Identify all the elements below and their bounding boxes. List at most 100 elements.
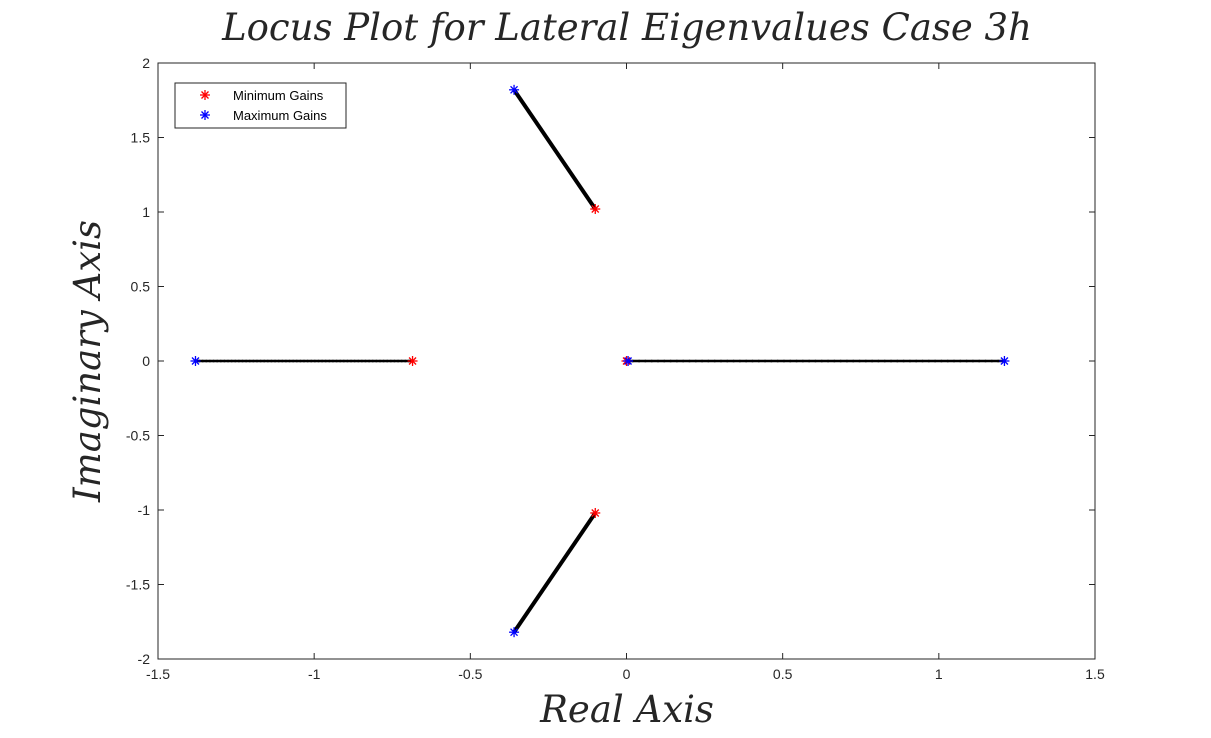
locus-point-1-22 (763, 359, 767, 363)
y-tick-label-1: -1.5 (126, 577, 150, 593)
locus-point-0-38 (273, 359, 277, 363)
max-gain-marker-2 (509, 84, 520, 95)
locus-point-0-39 (270, 359, 273, 363)
locus-point-1-38 (864, 359, 868, 363)
x-tick-label-5: 1 (935, 666, 943, 682)
locus-point-0-2 (404, 359, 407, 363)
locus-point-0-37 (277, 359, 280, 363)
locus-point-0-18 (346, 359, 349, 363)
legend-marker-min (200, 90, 210, 100)
legend-marker-max (200, 110, 210, 120)
locus-point-0-22 (331, 359, 335, 363)
locus-point-0-29 (306, 359, 309, 363)
locus-point-1-4 (650, 359, 653, 363)
locus-point-1-46 (914, 359, 918, 363)
locus-point-0-54 (215, 359, 219, 363)
locus-point-1-33 (833, 359, 836, 363)
locus-point-1-29 (807, 359, 811, 363)
locus-point-0-7 (385, 359, 389, 363)
locus-point-0-21 (335, 359, 338, 363)
locus-point-0-50 (230, 359, 233, 363)
locus-point-0-44 (252, 359, 255, 363)
locus-point-0-48 (237, 359, 241, 363)
locus-point-1-50 (940, 359, 943, 363)
locus-point-1-34 (839, 359, 842, 363)
locus-point-1-58 (990, 359, 994, 363)
locus-point-1-17 (732, 359, 735, 363)
legend-entry-max: Maximum Gains (233, 108, 327, 123)
locus-point-1-24 (776, 359, 779, 363)
x-tick-label-6: 1.5 (1085, 666, 1105, 682)
y-tick-label-7: 1.5 (131, 130, 151, 146)
legend-entry-min: Minimum Gains (233, 88, 324, 103)
locus-point-0-46 (244, 359, 248, 363)
locus-branch-2 (512, 88, 597, 211)
locus-point-1-5 (656, 359, 660, 363)
locus-point-0-35 (284, 359, 288, 363)
locus-point-1-14 (713, 359, 716, 363)
max-gain-marker-0 (190, 356, 201, 366)
x-tick-label-1: -1 (308, 666, 321, 682)
y-tick-label-3: -0.5 (126, 428, 150, 444)
min-gain-marker-0 (407, 356, 418, 366)
locus-point-1-40 (877, 359, 880, 363)
min-gain-marker-2 (590, 204, 601, 215)
locus-point-0-43 (255, 359, 259, 363)
locus-point-1-11 (694, 359, 698, 363)
locus-point-0-32 (295, 359, 299, 363)
locus-point-0-31 (299, 359, 302, 363)
gain-markers (190, 84, 1010, 638)
locus-point-0-47 (241, 359, 244, 363)
y-axis-label: Imaginary Axis (66, 220, 109, 503)
x-tick-label-0: -1.5 (146, 666, 170, 682)
locus-point-0-25 (320, 359, 324, 363)
locus-point-0-49 (233, 359, 237, 363)
locus-point-1-20 (751, 359, 754, 363)
max-gain-marker-1 (999, 356, 1010, 366)
axis-ticks: -1.5 -1 -0.5 0 0.5 1 1.5-2-1.5-1-0.500.511.52 (126, 55, 1105, 682)
locus-point-1-32 (826, 359, 830, 363)
locus-point-0-40 (266, 359, 270, 363)
locus-point-1-54 (965, 359, 968, 363)
locus-point-1-28 (801, 359, 805, 363)
locus-point-0-11 (371, 359, 375, 363)
locus-point-0-45 (248, 359, 252, 363)
locus-point-1-2 (637, 359, 641, 363)
locus-point-1-25 (782, 359, 786, 363)
locus-point-1-51 (946, 359, 950, 363)
locus-point-0-30 (302, 359, 306, 363)
locus-point-1-10 (688, 359, 691, 363)
locus-point-1-9 (681, 359, 685, 363)
locus-point-1-45 (908, 359, 912, 363)
locus-point-1-39 (870, 359, 874, 363)
locus-point-1-21 (757, 359, 761, 363)
locus-point-0-58 (201, 359, 205, 363)
locus-point-0-15 (356, 359, 360, 363)
locus-point-0-36 (281, 359, 284, 363)
locus-point-0-51 (226, 359, 230, 363)
y-tick-label-0: -2 (138, 651, 151, 667)
locus-point-1-49 (933, 359, 937, 363)
locus-point-0-12 (367, 359, 371, 363)
locus-point-0-34 (288, 359, 291, 363)
max-gain-marker-4 (623, 356, 634, 366)
min-gain-marker-3 (590, 507, 601, 518)
locus-point-1-8 (675, 359, 679, 363)
locus-point-1-30 (814, 359, 817, 363)
locus-point-0-8 (382, 359, 385, 363)
locus-point-1-7 (669, 359, 672, 363)
locus-point-1-52 (952, 359, 956, 363)
locus-point-1-36 (851, 359, 855, 363)
locus-point-0-14 (360, 359, 364, 363)
locus-point-0-52 (223, 359, 226, 363)
locus-point-0-20 (338, 359, 342, 363)
y-tick-label-2: -1 (138, 502, 151, 518)
locus-point-1-44 (902, 359, 905, 363)
locus-point-0-27 (313, 359, 317, 363)
locus-point-0-55 (212, 359, 215, 363)
locus-point-1-27 (795, 359, 798, 363)
legend-box (174, 82, 347, 129)
locus-point-1-42 (889, 359, 893, 363)
locus-point-0-57 (205, 359, 208, 363)
locus-point-1-19 (744, 359, 748, 363)
